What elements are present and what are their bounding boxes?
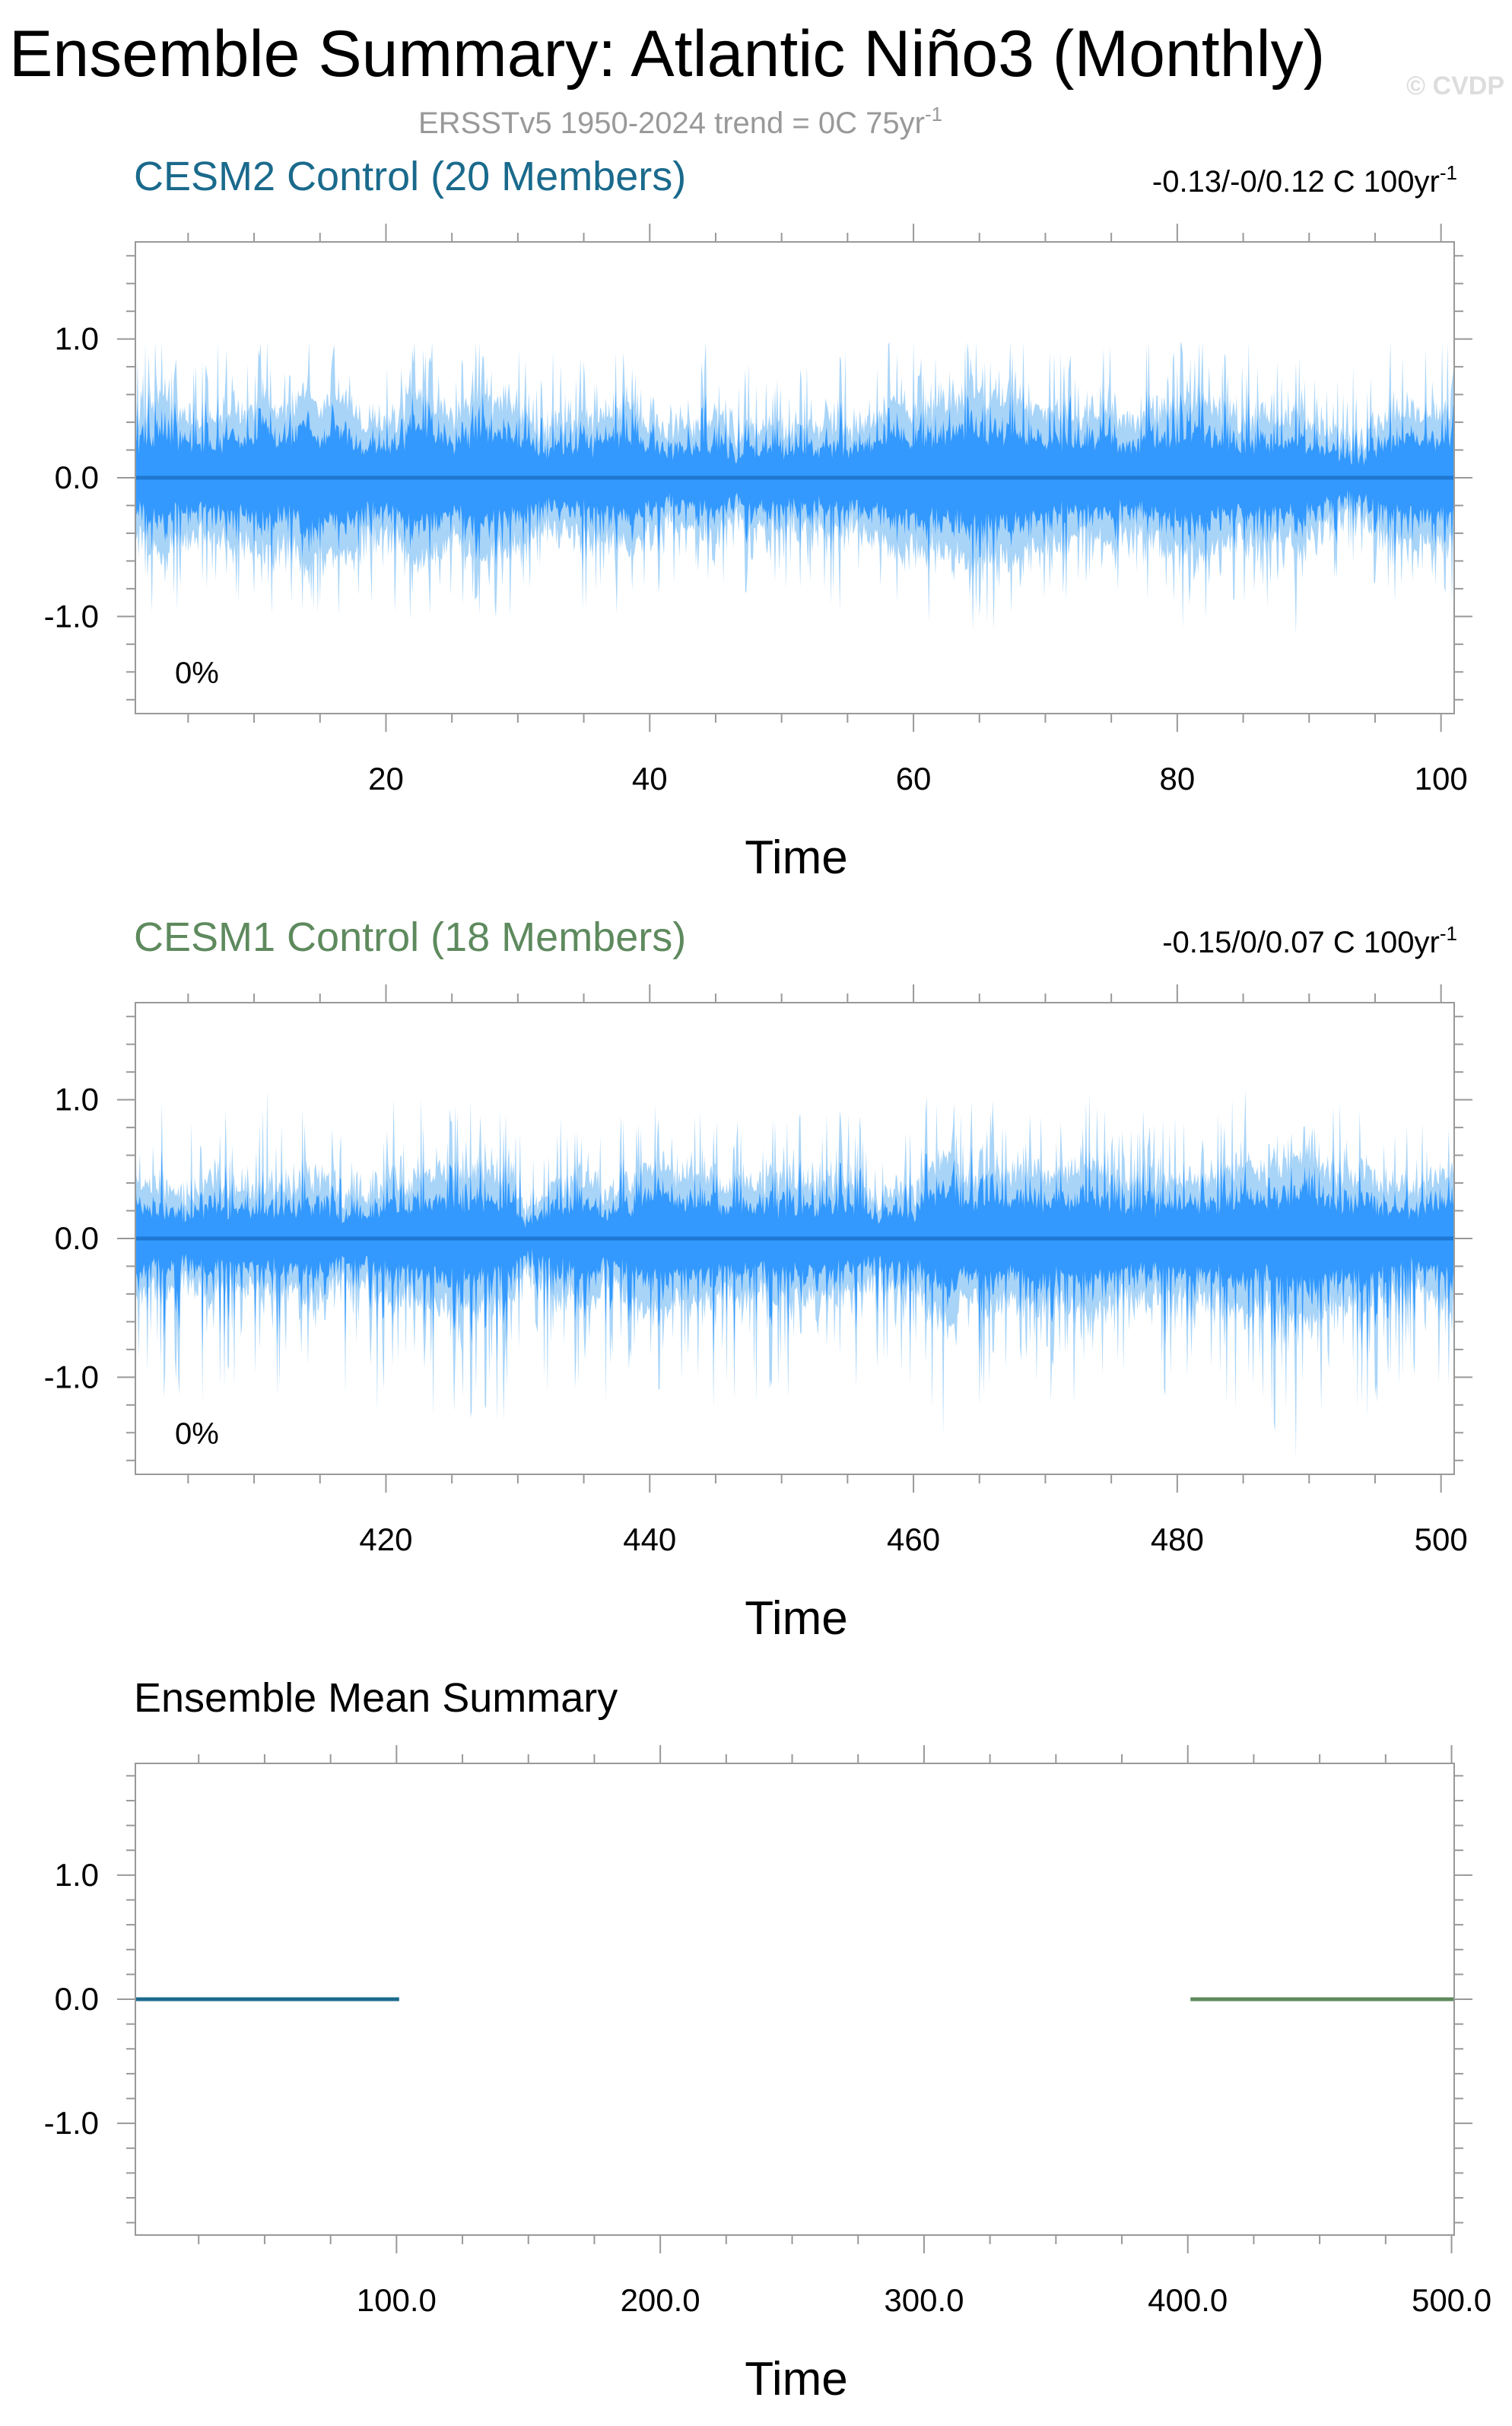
x-tick-label: 460	[887, 1521, 940, 1557]
main-title: Ensemble Summary: Atlantic Niño3 (Monthl…	[9, 17, 1325, 91]
y-tick-label: -1.0	[44, 598, 99, 634]
subtitle: ERSSTv5 1950-2024 trend = 0C 75yr-1	[418, 103, 942, 140]
percent-label: 0%	[175, 657, 219, 690]
x-tick-label: 100.0	[357, 2282, 437, 2318]
x-tick-label: 420	[359, 1521, 412, 1557]
trend-label: -0.15/0/0.07 C 100yr-1	[1162, 922, 1457, 959]
panel-ensemble-mean: Ensemble Mean Summary 1.0 0.0 -1.0 100.0 200.…	[44, 1675, 1491, 2405]
y-tick-label: -1.0	[44, 1359, 99, 1394]
percent-label: 0%	[175, 1417, 219, 1451]
y-tick-label: 0.0	[55, 1981, 99, 2017]
panel-title: Ensemble Mean Summary	[134, 1675, 618, 1721]
panel-cesm1: CESM1 Control (18 Members) -0.15/0/0.07 C…	[44, 914, 1472, 1645]
x-tick-label: 200.0	[621, 2282, 700, 2318]
trend-value: -0.15/0/0.07 C 100yr	[1162, 926, 1440, 959]
x-tick-label: 500.0	[1412, 2282, 1491, 2318]
ensemble-spread-outer	[135, 1089, 1454, 1458]
x-axis-label: Time	[745, 2353, 847, 2405]
trend-unit-exponent: -1	[1440, 161, 1457, 184]
y-tick-label: -1.0	[44, 2105, 99, 2141]
trend-value: -0.13/-0/0.12 C 100yr	[1152, 165, 1440, 199]
x-axis-label: Time	[745, 831, 847, 884]
trend-label: -0.13/-0/0.12 C 100yr-1	[1152, 161, 1457, 199]
x-tick-label: 60	[896, 761, 932, 796]
y-tick-label: 0.0	[55, 1220, 99, 1256]
panel-title: CESM1 Control (18 Members)	[134, 914, 686, 960]
x-tick-label: 100	[1415, 761, 1468, 796]
x-tick-label: 80	[1160, 761, 1196, 796]
x-axis-label: Time	[745, 1592, 847, 1645]
y-tick-label: 0.0	[55, 459, 99, 495]
x-tick-label: 40	[632, 761, 668, 796]
y-tick-label: 1.0	[55, 1082, 99, 1118]
panel-title: CESM2 Control (20 Members)	[134, 154, 686, 199]
plot-area	[135, 1089, 1454, 1458]
x-tick-label: 480	[1151, 1521, 1204, 1557]
x-tick-label: 300.0	[884, 2282, 964, 2318]
panel-cesm2: CESM2 Control (20 Members) -0.13/-0/0.12 …	[44, 154, 1472, 884]
y-tick-label: 1.0	[55, 321, 99, 357]
ensemble-spread-inner	[135, 384, 1454, 581]
watermark: © CVDP	[1406, 72, 1504, 100]
x-tick-label: 400.0	[1148, 2282, 1228, 2318]
plot-area	[135, 342, 1454, 635]
ensemble-spread-inner	[135, 1145, 1454, 1364]
y-tick-label: 1.0	[55, 1857, 99, 1893]
x-tick-label: 20	[368, 761, 404, 796]
trend-unit-exponent: -1	[1440, 922, 1457, 945]
x-tick-label: 440	[623, 1521, 676, 1557]
x-tick-label: 500	[1415, 1521, 1468, 1557]
